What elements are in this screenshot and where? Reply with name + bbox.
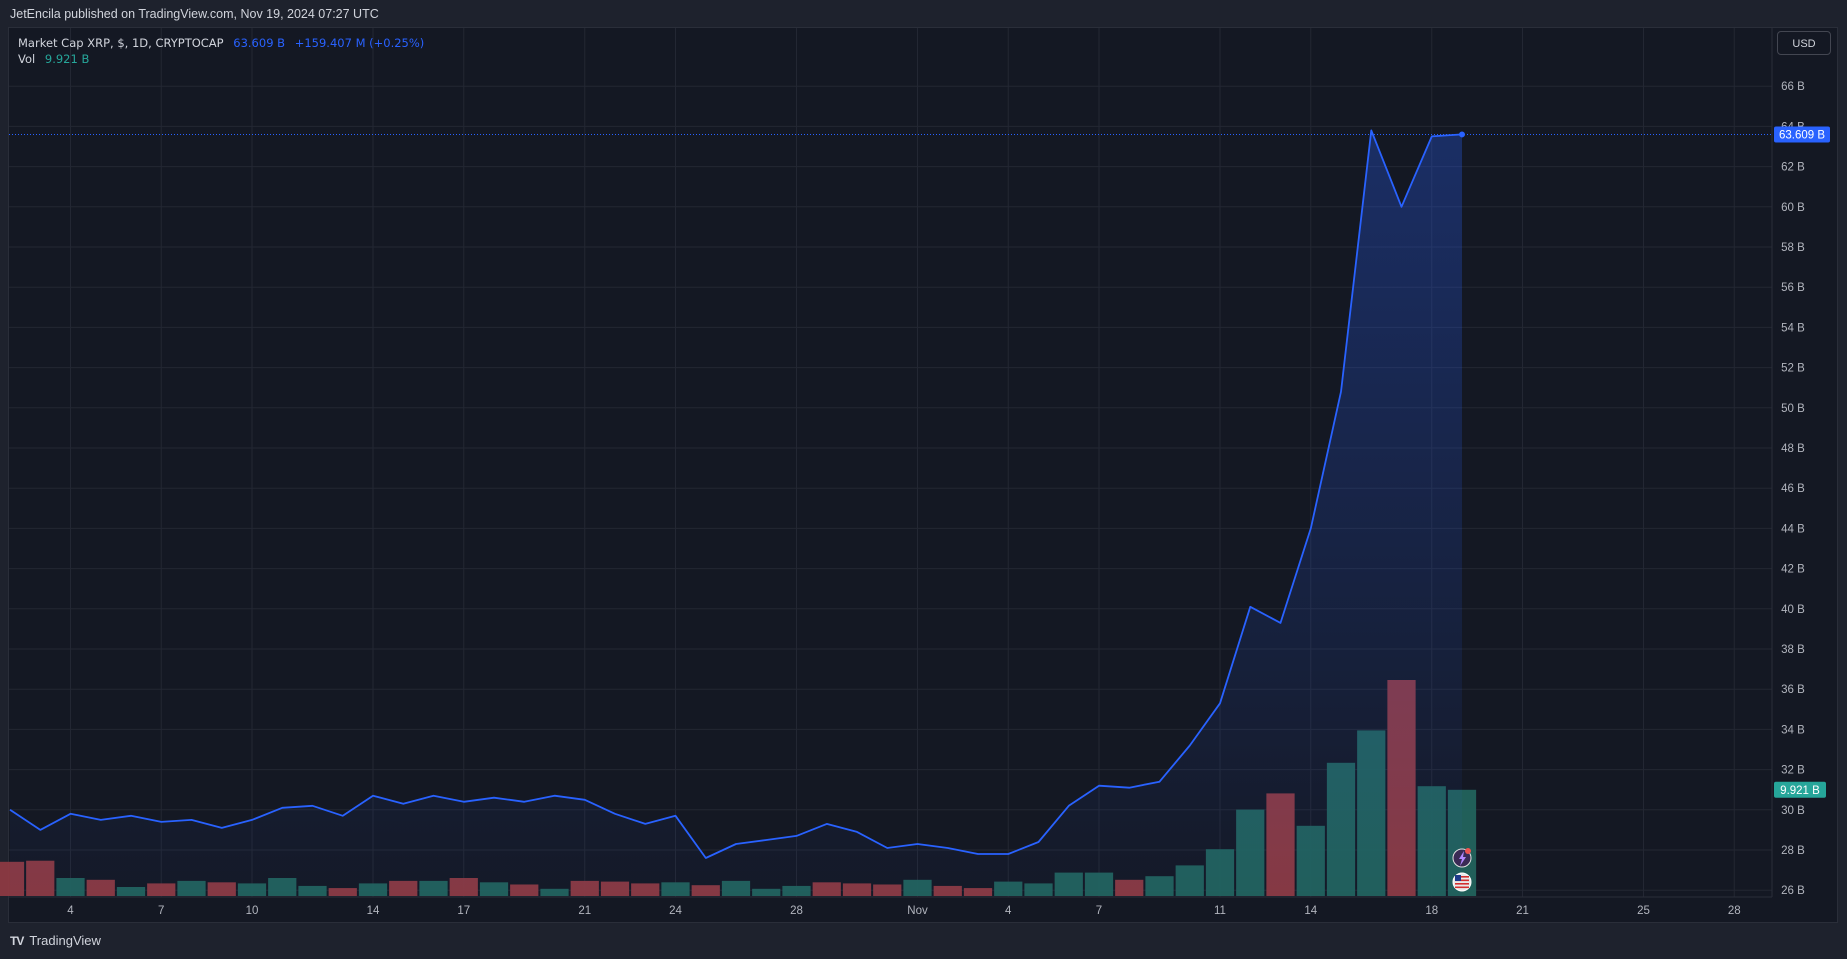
x-tick-label: 24	[669, 905, 682, 917]
y-tick-label: 56 B	[1781, 282, 1805, 294]
us-flag-stripe	[1455, 886, 1469, 889]
y-tick-label: 62 B	[1781, 162, 1805, 174]
x-tick-label: 18	[1425, 905, 1438, 917]
y-tick-label: 32 B	[1781, 765, 1805, 777]
tradingview-logo[interactable]: TV TradingView	[10, 933, 101, 948]
x-tick-label: 4	[67, 905, 74, 917]
last-price-dot	[1459, 131, 1465, 138]
top-bar: JetEncila published on TradingView.com, …	[0, 0, 1847, 28]
y-tick-label: 26 B	[1781, 885, 1805, 897]
x-tick-label: 11	[1214, 905, 1226, 917]
grid-lines	[9, 28, 1772, 897]
x-tick-label: 28	[790, 905, 803, 917]
y-tick-label: 28 B	[1781, 845, 1805, 857]
x-tick-label: 14	[1304, 905, 1317, 917]
volume-label[interactable]: Vol	[18, 52, 36, 66]
x-tick-label: 28	[1728, 905, 1741, 917]
change-value: +159.407 M (+0.25%)	[294, 36, 425, 50]
x-tick-label: Nov	[907, 905, 928, 917]
publisher-line: JetEncila published on TradingView.com, …	[10, 7, 379, 21]
price-axis[interactable]: 66 B64 B62 B60 B58 B56 B54 B52 B50 B48 B…	[1771, 28, 1830, 897]
price-series-line	[9, 129, 1463, 859]
last-value: 63.609 B	[233, 36, 286, 50]
price-area	[10, 130, 1462, 897]
last-volume-label-bg	[1774, 781, 1826, 798]
last-price-label: 63.609 B	[1779, 129, 1825, 141]
symbol-title[interactable]: Market Cap XRP, $, 1D, CRYPTOCAP	[18, 36, 224, 50]
x-tick-label: 14	[367, 905, 380, 917]
price-area-fill	[10, 130, 1462, 897]
legend-symbol-row: Market Cap XRP, $, 1D, CRYPTOCAP 63.609 …	[18, 35, 424, 51]
y-tick-label: 30 B	[1781, 805, 1805, 817]
volume-value: 9.921 B	[44, 52, 90, 66]
x-tick-label: 25	[1637, 905, 1650, 917]
last-price-label-bg	[1774, 126, 1830, 143]
y-tick-label: 54 B	[1781, 322, 1805, 334]
chart-frame[interactable]	[8, 27, 1838, 923]
x-tick-label: 21	[1516, 905, 1529, 917]
y-tick-label: 46 B	[1781, 483, 1805, 495]
currency-button[interactable]: USD	[1777, 31, 1831, 55]
event-markers[interactable]	[1452, 848, 1472, 892]
price-line	[9, 129, 1772, 859]
bolt-icon-glyph	[1459, 851, 1466, 866]
y-tick-label: 58 B	[1781, 242, 1805, 254]
y-tick-label: 40 B	[1781, 604, 1805, 616]
us-flag-stripe	[1455, 879, 1469, 882]
y-tick-label: 66 B	[1781, 81, 1805, 93]
chart-legend: Market Cap XRP, $, 1D, CRYPTOCAP 63.609 …	[18, 35, 424, 67]
y-tick-label: 44 B	[1781, 523, 1805, 535]
y-tick-label: 60 B	[1781, 202, 1805, 214]
us-flag-stripe	[1455, 876, 1469, 878]
tv-logo-icon: TV	[10, 933, 24, 948]
y-tick-label: 52 B	[1781, 363, 1805, 375]
y-tick-label: 36 B	[1781, 684, 1805, 696]
x-tick-label: 7	[1096, 905, 1102, 917]
notification-dot	[1465, 848, 1471, 854]
x-tick-label: 10	[246, 905, 259, 917]
tv-brand-text: TradingView	[29, 933, 101, 948]
legend-volume-row: Vol 9.921 B	[18, 51, 424, 67]
time-axis[interactable]: 4 7 10 14 17 21 24 28 Nov 4 7 11 14 18 21 25 28	[9, 896, 1772, 917]
footer-bar	[0, 924, 1847, 959]
y-tick-label: 50 B	[1781, 403, 1805, 415]
us-flag-stripe	[1455, 883, 1469, 885]
us-flag-canton	[1455, 875, 1461, 881]
y-tick-label: 38 B	[1781, 644, 1805, 656]
y-tick-label: 34 B	[1781, 724, 1805, 736]
y-tick-label: 42 B	[1781, 564, 1805, 576]
y-tick-label: 48 B	[1781, 443, 1805, 455]
x-tick-label: 4	[1005, 905, 1012, 917]
last-volume-label: 9.921 B	[1780, 785, 1820, 797]
x-tick-label: 7	[158, 905, 164, 917]
x-tick-label: 21	[578, 905, 591, 917]
x-tick-label: 17	[457, 905, 470, 917]
